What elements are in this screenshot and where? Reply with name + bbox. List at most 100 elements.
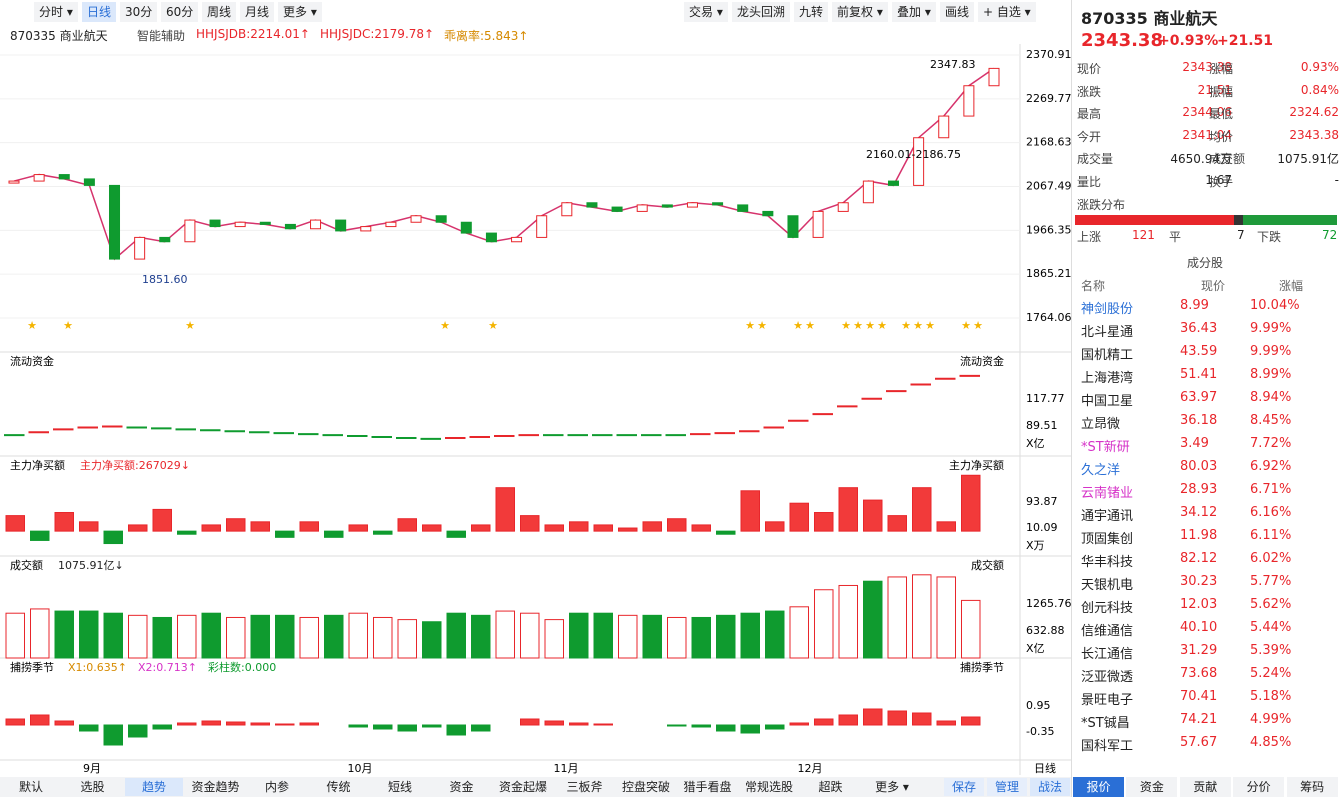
candle <box>812 210 824 238</box>
star: ★ <box>745 319 755 332</box>
bottom-action[interactable]: 管理 <box>987 778 1027 796</box>
tool-button[interactable]: 交易 ▾ <box>684 2 728 22</box>
y-tick-label: 89.51 <box>1026 419 1058 432</box>
bar <box>152 724 172 730</box>
bar <box>446 724 466 736</box>
bottom-tab[interactable]: 三板斧 <box>566 780 603 794</box>
stock-price: 82.12 <box>1180 551 1218 566</box>
stock-name[interactable]: 中国卫星 <box>1081 394 1134 409</box>
stock-name[interactable]: 立昂微 <box>1081 417 1121 432</box>
bottom-tab[interactable]: 内参 <box>264 780 289 794</box>
stock-name[interactable]: 国科军工 <box>1081 739 1134 754</box>
right-tab[interactable]: 资金 <box>1126 777 1178 797</box>
tool-button[interactable]: 画线 <box>940 2 975 22</box>
star: ★ <box>901 319 911 332</box>
stock-price: 70.41 <box>1180 689 1218 704</box>
tool-button[interactable]: 龙头回溯 <box>732 2 791 22</box>
stock-name[interactable]: 泛亚微透 <box>1081 670 1134 685</box>
right-tab[interactable]: 报价 <box>1073 777 1124 797</box>
stock-name[interactable]: 华丰科技 <box>1081 555 1134 570</box>
bar <box>299 722 319 726</box>
tab-button[interactable]: 日线 <box>82 2 117 22</box>
tab-button[interactable]: 更多 ▾ <box>278 2 322 22</box>
stock-name[interactable]: 长江通信 <box>1081 647 1134 662</box>
bar <box>961 599 981 659</box>
stock-name[interactable]: 创元科技 <box>1081 601 1134 616</box>
x-tick-label: 10月 <box>348 762 373 775</box>
bottom-tab[interactable]: 传统 <box>326 780 351 794</box>
bar <box>54 720 74 726</box>
bar <box>422 524 442 532</box>
bottom-tab[interactable]: 选股 <box>80 780 105 794</box>
panel-label: 主力净买额:267029↓ <box>80 458 190 472</box>
star: ★ <box>925 319 935 332</box>
star: ★ <box>185 319 195 332</box>
bar <box>691 724 711 728</box>
bottom-action[interactable]: 保存 <box>944 778 984 796</box>
stock-name[interactable]: 天银机电 <box>1081 578 1134 593</box>
bar <box>324 530 344 538</box>
stock-name[interactable]: 云南锗业 <box>1081 486 1134 501</box>
stock-name[interactable]: 景旺电子 <box>1081 693 1134 708</box>
stock-name[interactable]: 通宇通讯 <box>1081 509 1134 524</box>
tool-button[interactable]: 前复权 ▾ <box>832 2 888 22</box>
bottom-tab[interactable]: 控盘突破 <box>621 780 670 794</box>
stock-price: 40.10 <box>1180 620 1218 635</box>
right-tab[interactable]: 贡献 <box>1179 777 1231 797</box>
bar <box>593 723 613 726</box>
star: ★ <box>757 319 767 332</box>
bar <box>299 616 319 659</box>
bottom-tab[interactable]: 更多 ▾ <box>875 780 909 794</box>
candle <box>234 221 246 228</box>
tab-button[interactable]: 60分 <box>161 2 199 22</box>
tool-button[interactable]: + 自选 ▾ <box>978 2 1036 22</box>
stock-pct: 5.77% <box>1250 574 1292 589</box>
bottom-tab[interactable]: 默认 <box>18 780 43 794</box>
candle <box>511 236 523 243</box>
y-tick-label: 1865.21 <box>1026 267 1072 280</box>
candle <box>787 215 799 238</box>
bar <box>569 521 589 532</box>
unit: X亿 <box>1026 437 1045 450</box>
panel-title: 流动资金 <box>10 354 54 368</box>
bottom-tab[interactable]: 资金起爆 <box>498 780 547 794</box>
tab-button[interactable]: 分时 ▾ <box>34 2 78 22</box>
bottom-tab[interactable]: 常规选股 <box>744 780 793 794</box>
tool-button[interactable]: 叠加 ▾ <box>892 2 936 22</box>
stock-name[interactable]: 顶固集创 <box>1081 532 1134 547</box>
stock-name[interactable]: 久之洋 <box>1081 463 1121 478</box>
candle <box>8 180 20 184</box>
tool-button[interactable]: 九转 <box>794 2 829 22</box>
bottom-tab[interactable]: 猎手看盘 <box>683 780 732 794</box>
bottom-tab[interactable]: 资金趋势 <box>191 780 240 794</box>
tab-button[interactable]: 30分 <box>120 2 158 22</box>
stock-name[interactable]: 信维通信 <box>1081 624 1134 639</box>
tab-button[interactable]: 周线 <box>202 2 237 22</box>
stock-name[interactable]: 神剑股份 <box>1081 302 1134 317</box>
bottom-tab[interactable]: 超跌 <box>818 780 843 794</box>
bottom-tab[interactable]: 趋势 <box>125 778 183 796</box>
stock-name[interactable]: *ST铖昌 <box>1081 716 1130 731</box>
quote-key: 换手 <box>1209 174 1234 189</box>
y-tick-label: 0.95 <box>1026 699 1051 712</box>
right-tab[interactable]: 分价 <box>1233 777 1285 797</box>
bottom-action[interactable]: 战法 <box>1030 778 1070 796</box>
bar <box>348 524 368 532</box>
tab-button[interactable]: 月线 <box>240 2 275 22</box>
candle <box>661 204 673 208</box>
stock-name[interactable]: 北斗星通 <box>1081 325 1134 340</box>
stock-name[interactable]: *ST新研 <box>1081 440 1130 455</box>
bar <box>569 612 589 659</box>
charts: 2370.91 2269.77 2168.63 2067.49 1966.35 1865.… <box>0 44 1072 775</box>
stock-name[interactable]: 上海港湾 <box>1081 371 1134 386</box>
bottom-tab[interactable]: 短线 <box>387 780 412 794</box>
bar <box>593 524 613 532</box>
bar <box>79 724 99 732</box>
candle <box>184 219 196 243</box>
stock-name[interactable]: 国机精工 <box>1081 348 1134 363</box>
right-tab[interactable]: 筹码 <box>1286 777 1338 797</box>
quote-key: 现价 <box>1077 62 1102 76</box>
bar <box>397 619 417 659</box>
bottom-tab[interactable]: 资金 <box>449 780 474 794</box>
candle <box>913 137 925 186</box>
